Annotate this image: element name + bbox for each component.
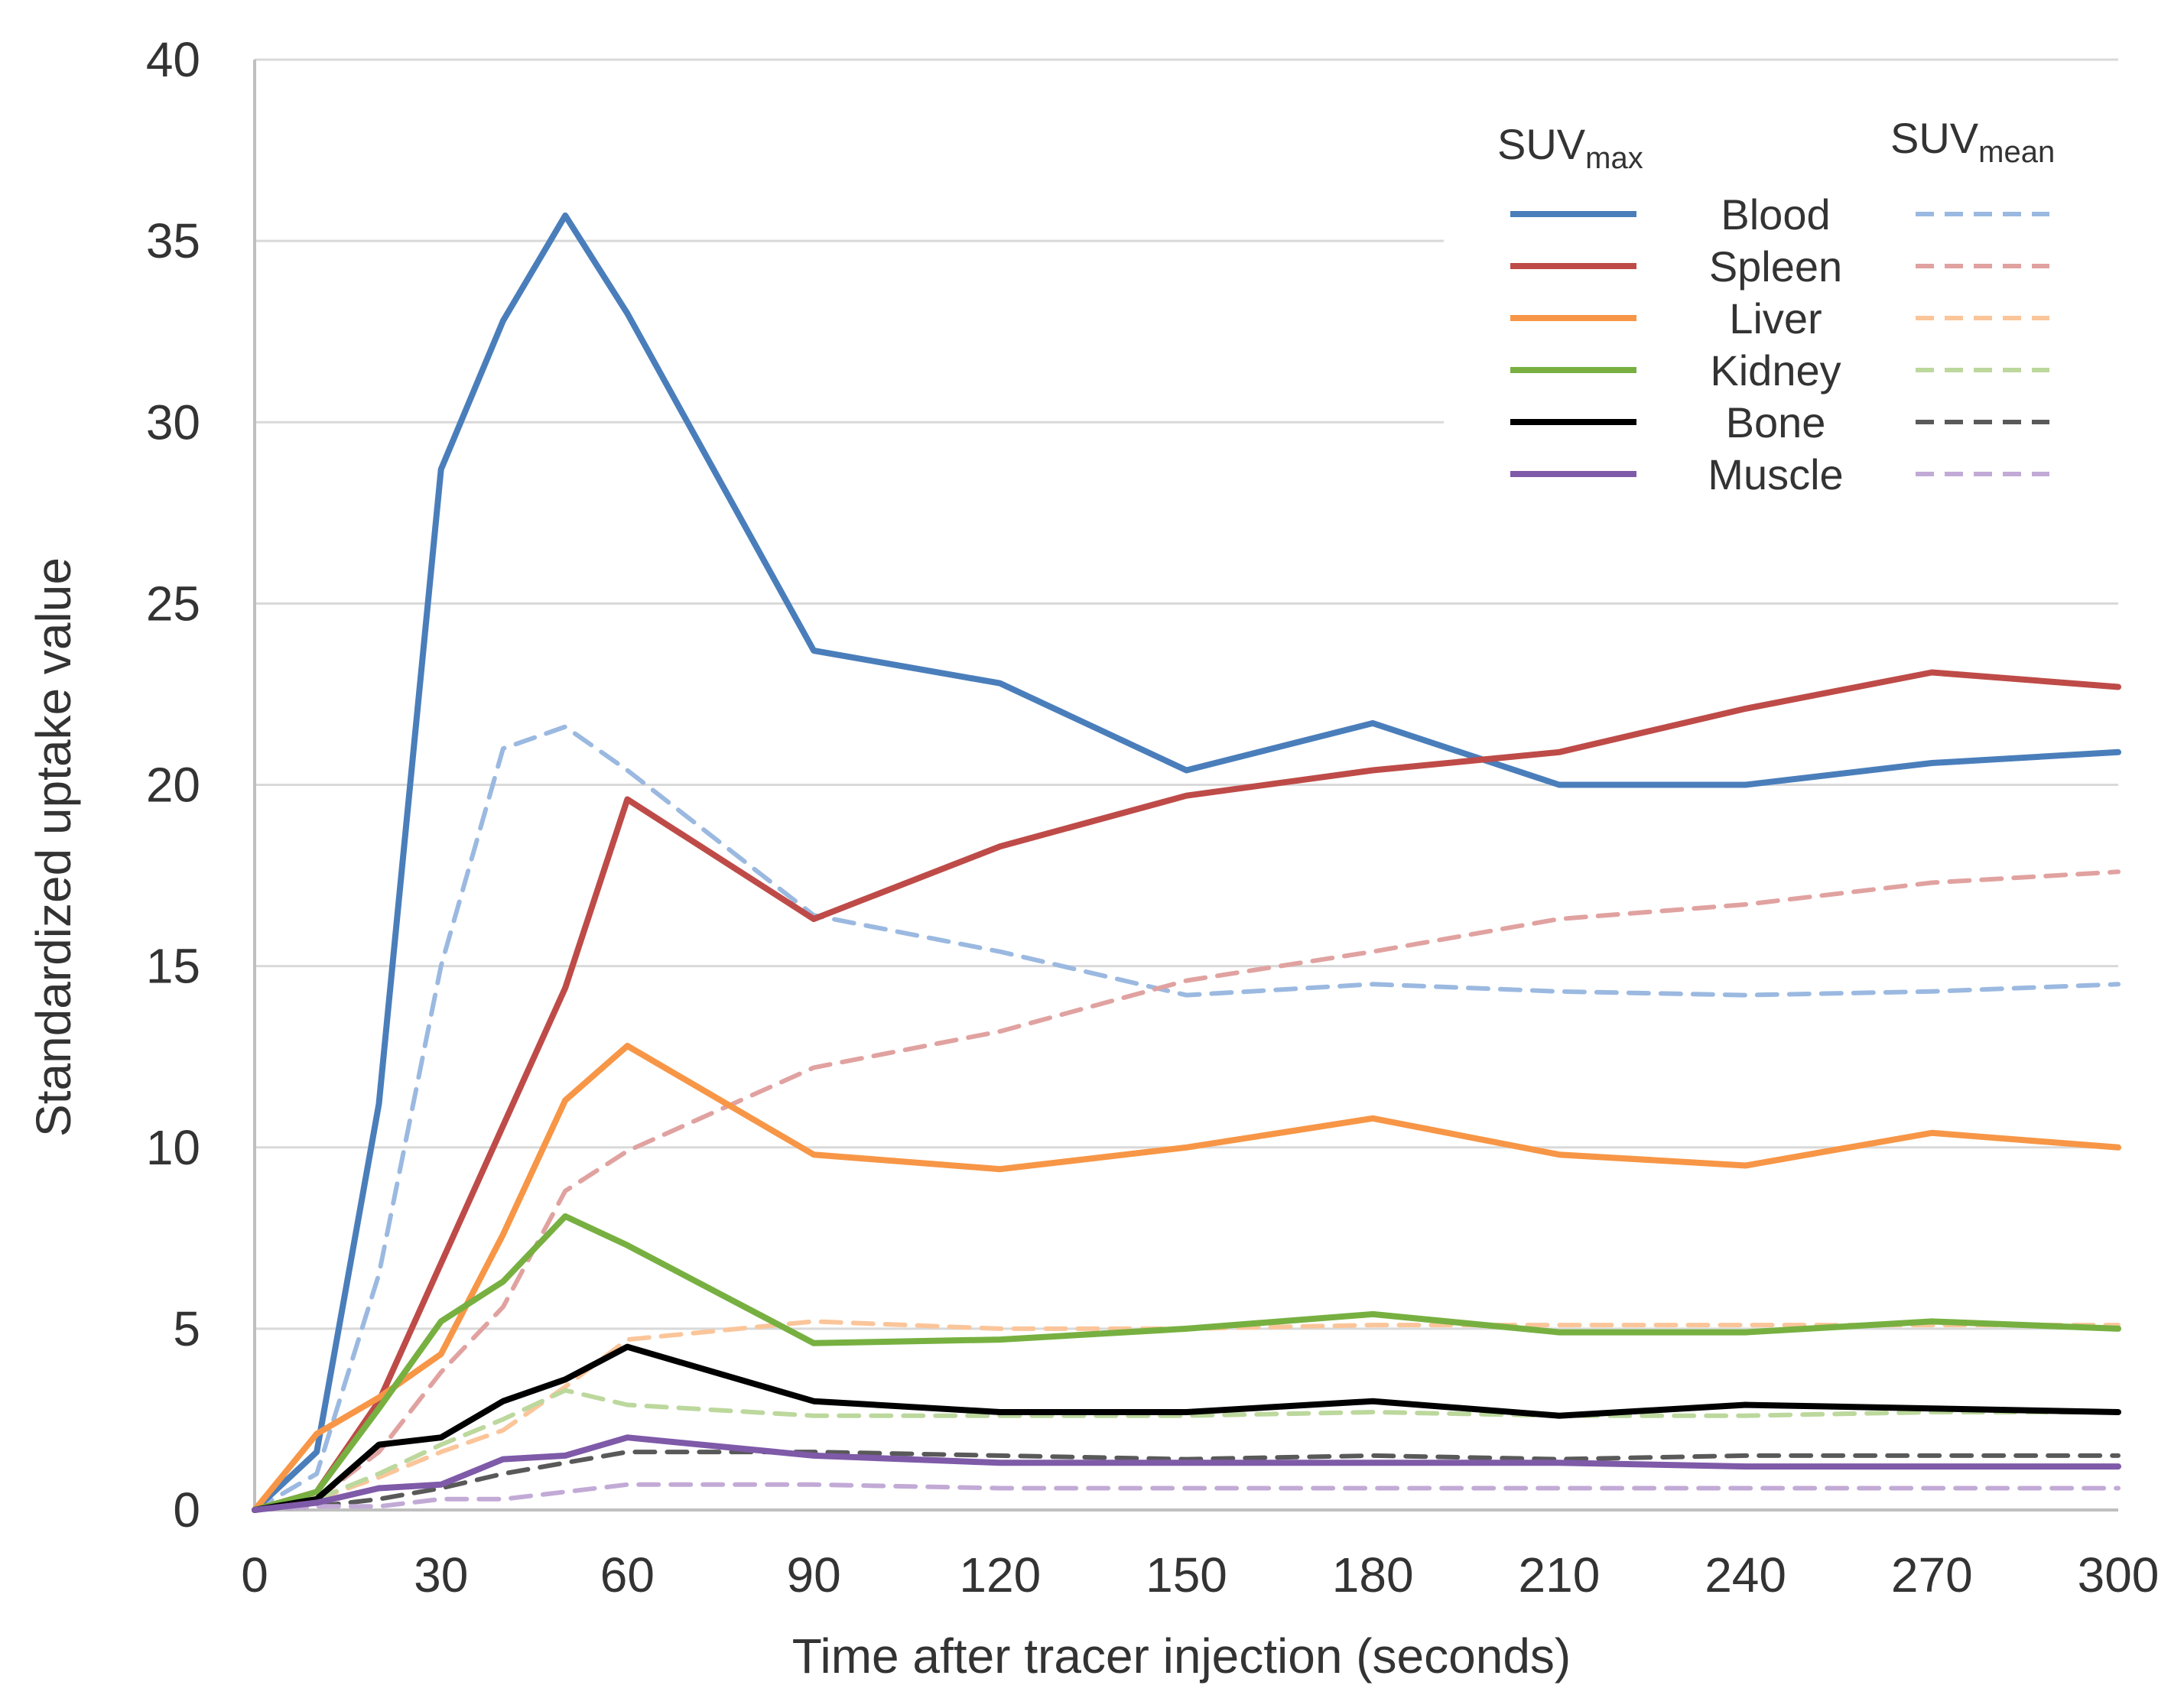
y-tick-label-10: 10	[146, 1120, 200, 1175]
series-line-spleen-suvmean	[252, 869, 2121, 1512]
series-line-bone-suvmax	[252, 1343, 2121, 1513]
legend-header-suvmax-main: SUV	[1497, 120, 1586, 168]
x-tick-label-240: 240	[1705, 1547, 1786, 1602]
legend-label-muscle: Muscle	[1708, 450, 1843, 498]
x-tick-label-30: 30	[414, 1547, 468, 1602]
y-tick-label-15: 15	[146, 939, 200, 994]
legend-header-suvmean: SUVmean	[1890, 114, 2055, 169]
series-line-blood-suvmean	[252, 724, 2121, 1512]
series-layer	[252, 212, 2121, 1513]
series-line-blood-suvmax	[252, 212, 2121, 1513]
gridlines	[255, 58, 2118, 1330]
legend-label-liver: Liver	[1729, 294, 1822, 343]
legend-header-suvmean-sub: mean	[1978, 135, 2055, 169]
legend: SUVmax SUVmean BloodSpleenLiverKidneyBon…	[1497, 114, 2055, 498]
series-line-bone-suvmean	[252, 1450, 2121, 1512]
x-axis-title: Time after tracer injection (seconds)	[792, 1628, 1571, 1684]
y-tick-label-40: 40	[146, 32, 200, 87]
x-tick-label-180: 180	[1332, 1547, 1414, 1602]
x-tick-label-60: 60	[600, 1547, 655, 1602]
y-tick-label-30: 30	[146, 395, 200, 450]
y-axis-title: Standardized uptake value	[26, 557, 81, 1137]
x-tick-label-300: 300	[2078, 1547, 2160, 1602]
x-tick-label-0: 0	[241, 1547, 268, 1602]
legend-header-suvmean-main: SUV	[1890, 114, 1979, 162]
legend-label-blood: Blood	[1721, 190, 1830, 239]
y-tick-label-0: 0	[173, 1482, 200, 1538]
y-tick-label-5: 5	[173, 1301, 200, 1356]
x-tick-label-210: 210	[1519, 1547, 1601, 1602]
y-tick-label-20: 20	[146, 758, 200, 813]
x-tick-label-120: 120	[959, 1547, 1041, 1602]
x-tick-label-90: 90	[787, 1547, 841, 1602]
legend-header-suvmax-sub: max	[1585, 141, 1643, 175]
series-line-kidney-suvmean	[252, 1388, 2121, 1512]
legend-label-kidney: Kidney	[1710, 346, 1841, 395]
legend-label-bone: Bone	[1726, 398, 1826, 446]
series-line-kidney-suvmax	[252, 1213, 2121, 1513]
tick-labels: 5 10 15 20 25 30 35 40 00 30 60 90 120 150 180 210 240 27…	[146, 32, 2160, 1602]
series-line-muscle-suvmean	[252, 1482, 2121, 1512]
series-line-spleen-suvmax	[252, 669, 2121, 1513]
legend-header-suvmax: SUVmax	[1497, 120, 1643, 175]
x-tick-label-270: 270	[1891, 1547, 1973, 1602]
legend-label-spleen: Spleen	[1709, 242, 1842, 291]
series-line-muscle-suvmax	[252, 1434, 2121, 1513]
y-tick-label-35: 35	[146, 213, 200, 268]
x-tick-label-150: 150	[1146, 1547, 1227, 1602]
axes	[253, 60, 2118, 1512]
y-tick-label-25: 25	[146, 576, 200, 631]
